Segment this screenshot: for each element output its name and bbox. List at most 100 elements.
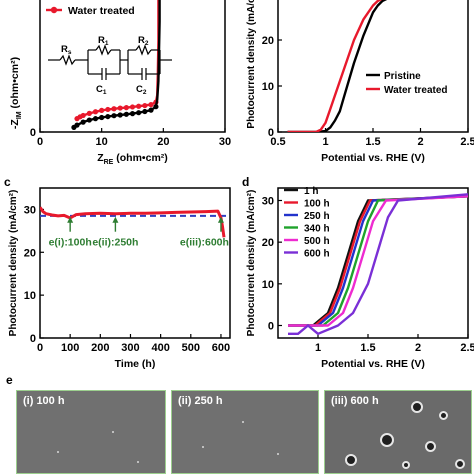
plot-frame-c <box>39 187 231 339</box>
y-axis-label-c: Photocurrent density (mA/cm²) <box>8 190 19 337</box>
y-tick-label-b: 20 <box>262 35 274 47</box>
plot-frame-a <box>39 0 226 133</box>
x-tick-label-b: 1 <box>322 136 328 148</box>
sem-speck <box>242 421 244 423</box>
series-point-a-0 <box>111 106 117 112</box>
y-axis-label-unit: (ohm•cm²) <box>9 57 21 111</box>
x-axis-label-b: Potential vs. RHE (V) <box>321 152 425 164</box>
series-point-a-1 <box>148 107 154 113</box>
x-axis-label-d: Potential vs. RHE (V) <box>321 358 425 370</box>
y-tick-label-c: 10 <box>24 290 36 302</box>
series-point-a-1 <box>86 117 92 123</box>
sem-pore <box>425 441 436 452</box>
series-point-a-1 <box>111 113 117 119</box>
circuit-label-c2: C2 <box>136 84 147 96</box>
y-tick-label-b: 30 <box>262 0 274 1</box>
x-axis-label-sub: RE <box>104 159 114 166</box>
series-point-a-0 <box>142 102 148 109</box>
x-tick-label-c: 300 <box>121 342 139 354</box>
annotation-arrow-head <box>67 216 74 223</box>
panel-label-c: c <box>4 175 11 189</box>
series-point-a-0 <box>86 110 92 116</box>
annotation-arrow-head <box>217 216 224 223</box>
x-tick-label-d: 1.5 <box>360 342 375 354</box>
y-tick-label-d: 30 <box>262 196 274 208</box>
y-tick-label-d: 10 <box>262 279 274 291</box>
x-axis-label-c: Time (h) <box>115 358 156 370</box>
y-axis-label-b: Photocurrent density (mA/c <box>246 0 257 129</box>
series-point-a-1 <box>74 122 80 128</box>
series-point-a-0 <box>136 103 142 109</box>
series-point-a-1 <box>99 114 105 121</box>
series-point-a-1 <box>153 104 159 110</box>
y-tick-label-b: 0 <box>268 127 274 139</box>
circuit-label-c1: C1 <box>96 84 107 96</box>
x-tick-label-b: 2 <box>417 136 423 148</box>
y-tick-label-c: 20 <box>24 247 36 259</box>
y-tick-label-c: 30 <box>24 204 36 216</box>
sem-image-600h: (iii) 600 h <box>324 390 472 474</box>
sem-label-250h: (ii) 250 h <box>178 395 223 407</box>
x-tick-label-c: 100 <box>61 342 79 354</box>
legend-marker-a <box>50 6 58 14</box>
sem-label-100h: (i) 100 h <box>23 395 65 407</box>
x-tick-label-c: 0 <box>37 342 43 354</box>
legend-label-d: 250 h <box>304 211 330 222</box>
y-axis-label-main: -Z <box>9 119 21 129</box>
circuit-label-c2-sub: 2 <box>143 89 147 96</box>
legend-label-d: 600 h <box>304 249 330 260</box>
y-axis-label-d: Photocurrent density (mA/cm²) <box>246 190 257 337</box>
circuit-resistor-r1 <box>95 44 112 56</box>
circuit-label-rs-sub: s <box>68 49 72 56</box>
x-tick-label-b: 2.5 <box>460 136 474 148</box>
sem-label-600h: (iii) 600 h <box>331 395 379 407</box>
annotation-label: e(ii):250h <box>92 237 138 249</box>
sem-pore <box>439 411 448 420</box>
plot-frame-b <box>277 0 469 133</box>
series-point-a-0 <box>123 105 129 111</box>
legend-label-d: 100 h <box>304 199 330 210</box>
sem-image-250h: (ii) 250 h <box>171 390 319 474</box>
sem-pore <box>411 401 423 413</box>
circuit-resistor-rs <box>59 54 76 66</box>
circuit-label-c1-main: C <box>96 84 103 95</box>
series-point-a-0 <box>92 109 99 115</box>
legend-label-b: Water treated <box>384 85 448 96</box>
circuit-label-c2-main: C <box>136 84 143 95</box>
x-tick-label-a: 30 <box>219 136 231 148</box>
series-point-a-1 <box>117 112 123 118</box>
sem-image-100h: (i) 100 h <box>16 390 166 474</box>
series-line-d-3 <box>288 195 468 327</box>
series-point-a-1 <box>129 111 136 117</box>
x-tick-label-b: 1.5 <box>365 136 380 148</box>
circuit-label-r2-sub: 2 <box>145 40 149 47</box>
series-point-a-1 <box>136 110 142 116</box>
y-tick-label-b: 10 <box>262 81 274 93</box>
sem-speck <box>202 446 204 448</box>
annotation-label: e(iii):600h <box>180 237 229 249</box>
x-tick-label-d: 2.5 <box>460 342 474 354</box>
x-axis-label-main: Z <box>97 152 104 164</box>
series-point-a-1 <box>80 119 86 125</box>
circuit-resistor-r2 <box>135 44 152 56</box>
series-line-d-5 <box>288 193 468 335</box>
y-tick-label-a: 0 <box>30 127 36 139</box>
x-tick-label-a: 10 <box>96 136 108 148</box>
x-tick-label-a: 20 <box>157 136 169 148</box>
annotation-arrow-head <box>112 216 119 223</box>
series-point-a-0 <box>117 105 123 111</box>
x-tick-label-c: 500 <box>182 342 200 354</box>
plot-frame-d <box>277 187 469 339</box>
series-point-a-0 <box>105 106 111 113</box>
series-point-a-0 <box>129 104 136 110</box>
circuit-label-r1-sub: 1 <box>105 40 109 47</box>
sem-speck <box>277 453 279 455</box>
circuit-label-r1: R1 <box>98 35 109 47</box>
y-axis-label-a: -ZIM (ohm•cm²) <box>9 57 23 129</box>
x-tick-label-b: 0.5 <box>270 136 285 148</box>
sem-pore <box>455 459 465 469</box>
series-point-a-0 <box>80 112 86 119</box>
y-tick-label-c: 0 <box>30 333 36 345</box>
legend-label-b: Pristine <box>384 71 421 82</box>
